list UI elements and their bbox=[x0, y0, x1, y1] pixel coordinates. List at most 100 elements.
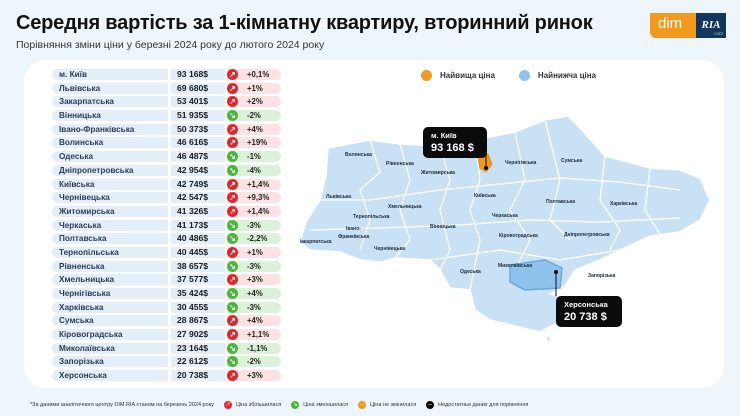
price-value: 20 738$ bbox=[177, 370, 209, 381]
tooltip-lowest-value: 20 738 $ bbox=[564, 311, 607, 323]
change-value: -3% bbox=[247, 302, 261, 312]
logo-com-text: .com bbox=[713, 32, 723, 37]
footer-note: *За даними аналітичного центру DIM.RIA с… bbox=[30, 402, 214, 408]
change-badge: ↘ -2,2% bbox=[227, 233, 281, 245]
price-value: 28 867$ bbox=[177, 315, 209, 326]
legend-highest-label: Найвища ціна bbox=[440, 71, 495, 80]
decrease-dot-icon: ↘ bbox=[291, 401, 300, 409]
table-row: Тернопільська 40 445$ ↗ +1% bbox=[52, 246, 302, 260]
arrow-down-right-icon: ↘ bbox=[227, 233, 238, 245]
change-badge: ↘ -1,1% bbox=[227, 342, 281, 354]
map-region-label: Франківська bbox=[338, 234, 369, 240]
region-price: 46 487$ bbox=[171, 151, 225, 163]
change-badge: ↘ +4% bbox=[227, 288, 281, 299]
price-value: 40 445$ bbox=[177, 246, 209, 257]
map-region-label: Чернівецька bbox=[374, 246, 405, 252]
region-price: 42 749$ bbox=[171, 178, 225, 190]
table-row: Одеська 46 487$ ↘ -1% bbox=[52, 150, 302, 164]
arrow-down-right-icon: ↘ bbox=[227, 301, 238, 313]
legend-lowest: Найнижча ціна bbox=[518, 70, 596, 81]
map-region-label: Житомирська bbox=[420, 170, 455, 176]
table-row: Волинська 46 616$ ↗ +19% bbox=[52, 136, 302, 150]
price-value: 23 164$ bbox=[177, 342, 209, 353]
price-value: 40 486$ bbox=[177, 233, 209, 244]
arrow-down-right-icon: ↘ bbox=[227, 151, 238, 163]
region-price: 50 373$ bbox=[171, 123, 225, 135]
change-badge: ↘ -4% bbox=[227, 164, 281, 176]
table-row: Вінницька 51 935$ ↘ -2% bbox=[52, 109, 302, 123]
region-price: 42 547$ bbox=[171, 192, 225, 204]
svg-text:♆: ♆ bbox=[608, 200, 615, 210]
region-price: 40 486$ bbox=[171, 233, 225, 245]
change-badge: ↘ -2% bbox=[227, 110, 281, 122]
region-name: Вінницька bbox=[52, 110, 168, 122]
change-badge: ↗ +4% bbox=[227, 315, 281, 327]
region-price: 20 738$ bbox=[171, 370, 225, 382]
region-price: 40 445$ bbox=[171, 246, 225, 258]
unchanged-dot-icon: – bbox=[358, 401, 366, 409]
dimria-logo[interactable]: dim RIA .com bbox=[650, 13, 726, 38]
map-region-label: Хмельницька bbox=[388, 204, 422, 210]
change-value: -2,2% bbox=[247, 234, 268, 244]
footer-legend-label: Недостатньо даних для порівняння bbox=[438, 402, 529, 408]
page-title: Середня вартість за 1-кімнатну квартиру,… bbox=[16, 12, 593, 34]
change-value: +4% bbox=[247, 316, 263, 326]
arrow-up-right-icon: ↗ bbox=[227, 329, 238, 341]
table-row: Кіровоградська 27 902$ ↗ +1,1% bbox=[52, 328, 302, 342]
price-value: 38 657$ bbox=[177, 260, 209, 271]
region-name: Сумська bbox=[52, 315, 168, 327]
arrow-up-right-icon: ↗ bbox=[227, 274, 238, 286]
price-value: 41 173$ bbox=[177, 219, 209, 230]
change-value: -1,1% bbox=[247, 343, 268, 353]
tooltip-highest-region: м. Київ bbox=[431, 131, 457, 140]
price-value: 42 547$ bbox=[177, 192, 209, 203]
price-value: 42 954$ bbox=[177, 164, 209, 175]
svg-text:♆: ♆ bbox=[585, 232, 592, 242]
arrow-up-right-icon: ↗ bbox=[227, 69, 238, 80]
change-value: -4% bbox=[247, 165, 261, 175]
region-price: 23 164$ bbox=[171, 342, 225, 354]
tooltip-highest-value: 93 168 $ bbox=[431, 142, 474, 154]
region-price: 41 173$ bbox=[171, 219, 225, 231]
price-table: м. Київ 93 168$ ↗ +0,1% Львівська 69 680$ ↗ +1%… bbox=[52, 68, 302, 383]
footer-legend: *За даними аналітичного центру DIM.RIA с… bbox=[30, 401, 528, 409]
region-name: Херсонська bbox=[52, 370, 168, 382]
map-region-label: Запорізька bbox=[588, 273, 615, 279]
change-badge: ↗ +1% bbox=[227, 246, 281, 258]
arrow-up-right-icon: ↗ bbox=[227, 370, 238, 382]
table-row: Івано-Франківська 50 373$ ↗ +4% bbox=[52, 123, 302, 137]
region-price: 41 326$ bbox=[171, 205, 225, 217]
region-price: 27 902$ bbox=[171, 329, 225, 341]
logo-ria: RIA .com bbox=[696, 13, 726, 38]
table-row: Харківська 30 455$ ↘ -3% bbox=[52, 301, 302, 315]
region-price: 46 616$ bbox=[171, 137, 225, 149]
change-badge: ↘ -1% bbox=[227, 151, 281, 163]
svg-text:♆: ♆ bbox=[545, 334, 552, 344]
table-row: Закарпатська 53 401$ ↗ +2% bbox=[52, 95, 302, 109]
arrow-up-right-icon: ↗ bbox=[227, 96, 238, 108]
arrow-down-right-icon: ↘ bbox=[227, 260, 238, 272]
table-row: Дніпропетровська 42 954$ ↘ -4% bbox=[52, 164, 302, 178]
change-value: +1% bbox=[247, 83, 263, 93]
map-region-label: Харківська bbox=[610, 201, 637, 207]
change-value: +19% bbox=[247, 138, 268, 148]
footer-legend-insufficient: – Недостатньо даних для порівняння bbox=[426, 401, 528, 409]
arrow-up-right-icon: ↗ bbox=[227, 123, 238, 135]
price-value: 50 373$ bbox=[177, 123, 209, 134]
table-row: Полтавська 40 486$ ↘ -2,2% bbox=[52, 232, 302, 246]
table-row: Хмельницька 37 577$ ↗ +3% bbox=[52, 273, 302, 287]
region-price: 93 168$ bbox=[171, 69, 225, 80]
arrow-up-right-icon: ↗ bbox=[227, 178, 238, 190]
arrow-up-right-icon: ↗ bbox=[227, 246, 238, 258]
ukraine-map-shape: ♆ ♆ ♆ Волинська Рівненська Житомирська Черн… bbox=[298, 115, 711, 344]
table-row: Житомирська 41 326$ ↗ +1,4% bbox=[52, 205, 302, 219]
arrow-down-right-icon: ↘ bbox=[227, 356, 238, 368]
change-value: -3% bbox=[247, 220, 261, 230]
change-value: +1,1% bbox=[247, 330, 270, 340]
map-region-label: Кіровоградська bbox=[499, 233, 538, 239]
arrow-up-right-icon: ↗ bbox=[227, 315, 238, 327]
tooltip-lowest-price: Херсонська 20 738 $ bbox=[556, 296, 622, 327]
region-name: Харківська bbox=[52, 301, 168, 313]
map-region-label: Рівненська bbox=[386, 161, 414, 167]
arrow-up-right-icon: ↗ bbox=[227, 205, 238, 217]
